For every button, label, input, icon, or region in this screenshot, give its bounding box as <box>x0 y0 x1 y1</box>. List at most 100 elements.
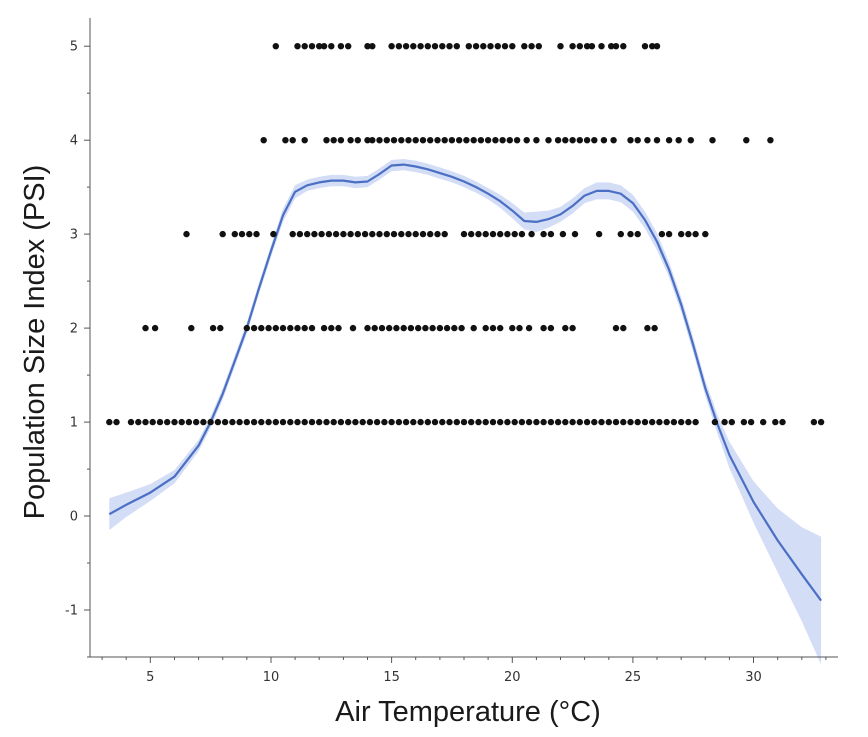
data-point <box>521 43 528 50</box>
data-point <box>316 418 323 426</box>
data-point <box>497 324 504 332</box>
data-point <box>460 230 468 238</box>
data-point <box>272 418 279 426</box>
data-point <box>402 43 410 50</box>
data-point <box>497 418 504 426</box>
data-point <box>489 418 497 426</box>
data-point <box>571 230 579 238</box>
data-point <box>217 324 224 332</box>
data-point <box>441 137 448 144</box>
data-point <box>308 43 316 50</box>
data-point <box>480 43 487 50</box>
data-point <box>576 418 583 426</box>
data-point <box>135 418 142 426</box>
data-point <box>390 230 398 238</box>
data-point <box>728 418 735 426</box>
data-point <box>106 418 113 426</box>
data-point <box>702 230 709 238</box>
data-point <box>354 230 361 238</box>
data-point <box>183 230 190 238</box>
data-point <box>439 43 446 50</box>
data-point <box>193 418 200 426</box>
data-point <box>308 324 316 332</box>
data-point <box>279 418 287 426</box>
data-point <box>743 137 750 144</box>
data-point <box>687 137 694 144</box>
data-point <box>516 324 523 332</box>
data-point <box>518 230 526 238</box>
data-point <box>487 43 494 50</box>
data-point <box>337 137 345 144</box>
data-point <box>345 418 352 426</box>
y-tick-label: -1 <box>65 604 78 619</box>
data-point <box>294 418 301 426</box>
data-point <box>583 137 591 144</box>
data-point <box>475 230 482 238</box>
data-point <box>345 43 352 50</box>
data-point <box>525 324 533 332</box>
data-point <box>779 418 786 426</box>
data-point <box>817 418 825 426</box>
data-point <box>340 230 347 238</box>
data-point <box>289 230 296 238</box>
data-point <box>685 230 692 238</box>
data-point <box>649 418 656 426</box>
data-point <box>620 418 627 426</box>
data-point <box>287 418 294 426</box>
data-point <box>620 43 627 50</box>
data-point <box>576 43 583 50</box>
data-point <box>171 418 178 426</box>
data-point <box>410 418 417 426</box>
data-point <box>576 137 583 144</box>
smoother-curve-layer <box>108 163 822 602</box>
data-point <box>229 418 236 426</box>
data-point <box>318 230 325 238</box>
data-point <box>376 230 383 238</box>
data-point <box>456 137 463 144</box>
data-point <box>591 137 598 144</box>
data-point <box>258 418 265 426</box>
data-point <box>398 230 405 238</box>
data-point <box>653 137 661 144</box>
data-point <box>528 230 535 238</box>
data-point <box>649 43 656 50</box>
data-point <box>504 230 511 238</box>
data-point <box>656 418 663 426</box>
data-point <box>446 418 453 426</box>
x-tick-label: 30 <box>745 670 762 685</box>
data-point <box>528 43 535 50</box>
data-point <box>301 324 308 332</box>
data-point <box>364 324 371 332</box>
data-point <box>499 137 506 144</box>
data-point <box>219 230 226 238</box>
data-point <box>620 324 627 332</box>
data-point <box>142 324 149 332</box>
y-tick-label: 3 <box>70 228 78 243</box>
data-point <box>347 137 354 144</box>
data-point <box>598 43 605 50</box>
data-point <box>501 43 509 50</box>
data-point <box>398 137 405 144</box>
data-point <box>209 324 217 332</box>
data-point <box>509 324 516 332</box>
data-point <box>591 418 598 426</box>
data-point <box>523 137 530 144</box>
data-point <box>497 230 504 238</box>
data-point <box>431 418 439 426</box>
y-axis-title: Population Size Index (PSI) <box>19 165 51 520</box>
data-point <box>253 230 260 238</box>
data-point <box>436 324 444 332</box>
data-point <box>540 230 547 238</box>
data-point <box>547 418 555 426</box>
data-point <box>214 418 222 426</box>
data-point <box>453 418 460 426</box>
data-point <box>429 324 436 332</box>
data-point <box>381 418 388 426</box>
data-point <box>772 418 779 426</box>
data-point <box>509 43 516 50</box>
data-point <box>287 324 294 332</box>
data-point <box>301 137 308 144</box>
x-ticks-layer: 5 10 15 20 25 30 <box>101 657 827 685</box>
data-point <box>434 137 441 144</box>
data-point <box>511 230 518 238</box>
